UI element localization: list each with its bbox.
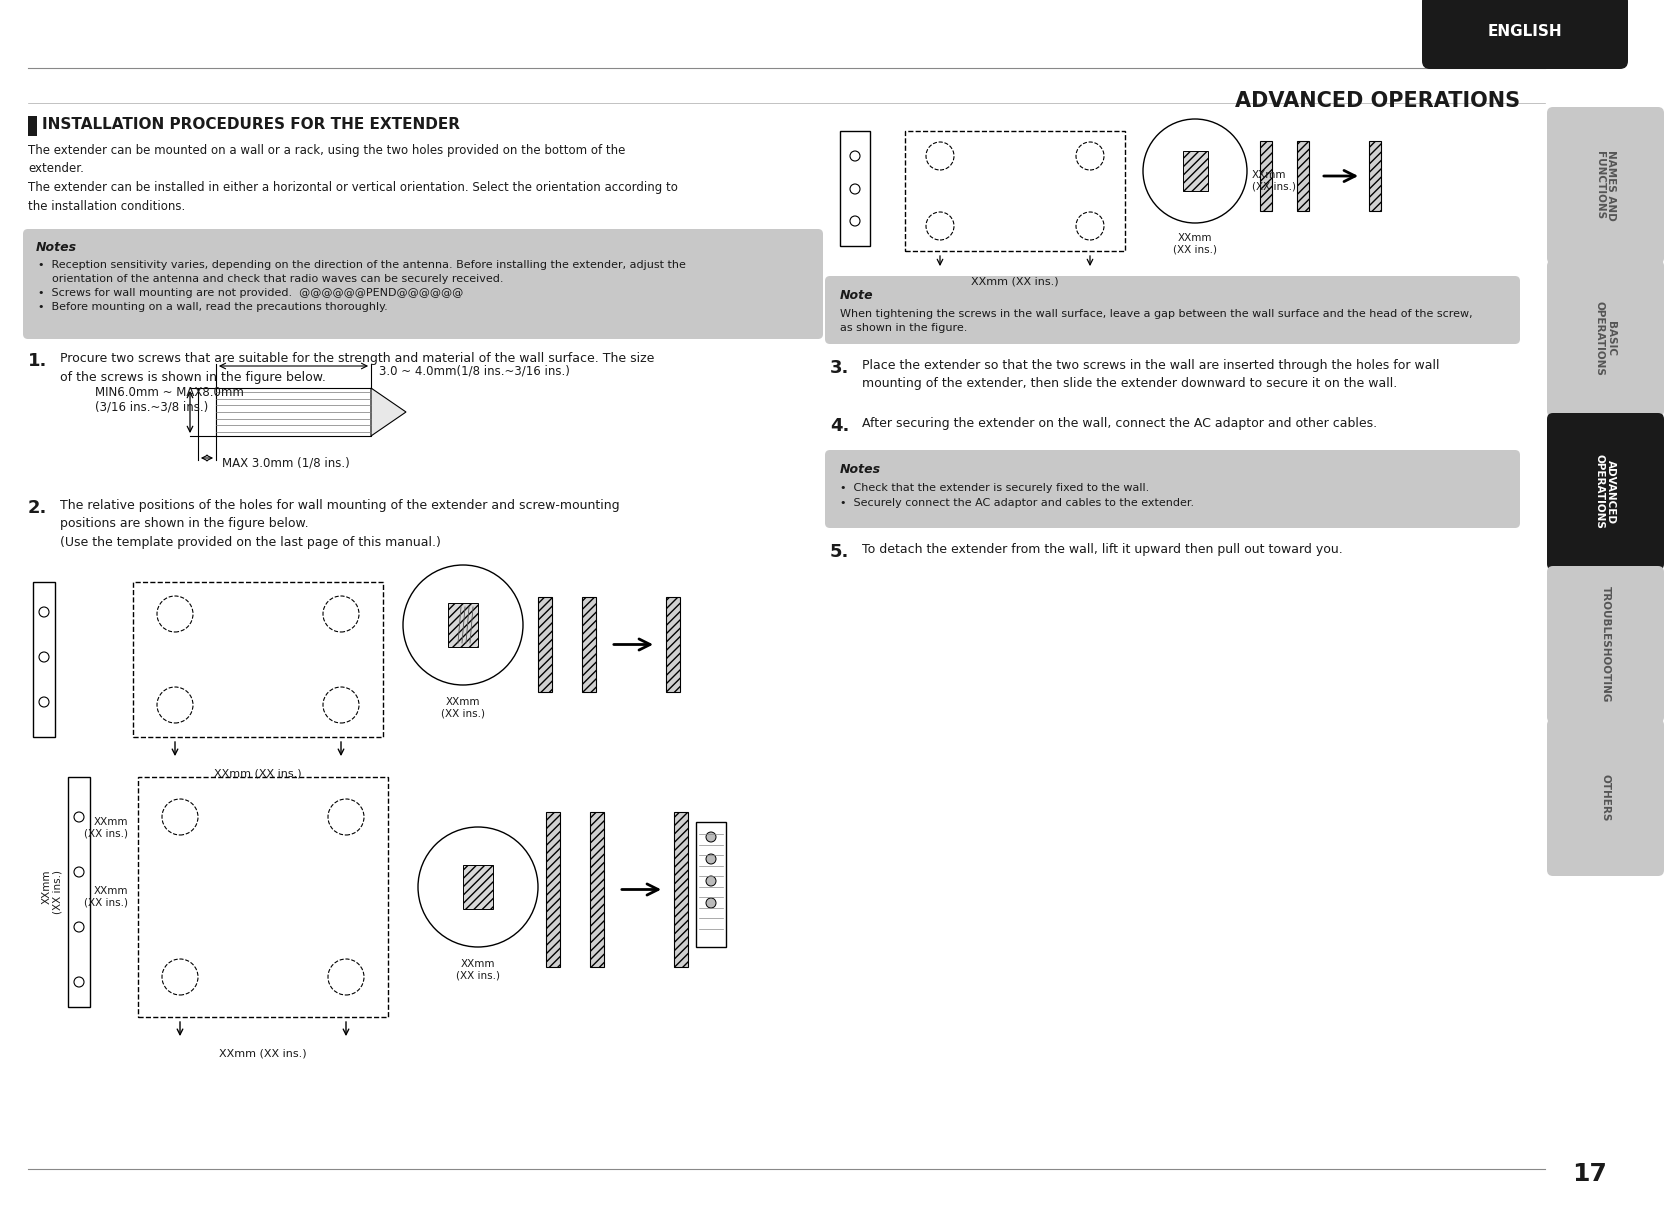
Bar: [546, 813, 559, 968]
FancyBboxPatch shape: [1546, 413, 1662, 570]
Bar: [68, 777, 90, 1008]
Text: OTHERS: OTHERS: [1599, 774, 1609, 821]
FancyBboxPatch shape: [1421, 0, 1627, 69]
Bar: [198, 388, 216, 436]
Circle shape: [706, 854, 716, 863]
Bar: [1368, 140, 1379, 211]
Text: XXmm
(XX ins.): XXmm (XX ins.): [83, 817, 128, 838]
Text: XXmm (XX ins.): XXmm (XX ins.): [220, 1049, 306, 1058]
Polygon shape: [371, 388, 406, 436]
Circle shape: [706, 899, 716, 908]
Text: XXmm
(XX ins.): XXmm (XX ins.): [1173, 233, 1216, 254]
Text: BASIC
OPERATIONS: BASIC OPERATIONS: [1594, 302, 1616, 375]
FancyBboxPatch shape: [824, 450, 1519, 528]
Text: XXmm (XX ins.): XXmm (XX ins.): [215, 769, 301, 779]
Text: TROUBLESHOOTING: TROUBLESHOOTING: [1599, 586, 1609, 702]
Bar: [582, 597, 596, 691]
Text: To detach the extender from the wall, lift it upward then pull out toward you.: To detach the extender from the wall, li…: [862, 543, 1341, 556]
Text: ADVANCED
OPERATIONS: ADVANCED OPERATIONS: [1594, 454, 1616, 529]
Bar: [589, 813, 604, 968]
Text: 3.0 ~ 4.0mm(1/8 ins.~3/16 ins.): 3.0 ~ 4.0mm(1/8 ins.~3/16 ins.): [379, 365, 569, 377]
Bar: [840, 131, 870, 246]
Bar: [33, 582, 55, 737]
Text: •  Reception sensitivity varies, depending on the direction of the antenna. Befo: • Reception sensitivity varies, dependin…: [38, 260, 686, 312]
Text: When tightening the screws in the wall surface, leave a gap between the wall sur: When tightening the screws in the wall s…: [840, 309, 1471, 333]
FancyBboxPatch shape: [23, 229, 822, 339]
Bar: [448, 603, 478, 647]
Text: 1.: 1.: [28, 352, 47, 371]
Bar: [133, 582, 383, 737]
FancyBboxPatch shape: [1546, 719, 1662, 876]
Text: Notes: Notes: [37, 241, 77, 254]
Text: Place the extender so that the two screws in the wall are inserted through the h: Place the extender so that the two screw…: [862, 358, 1439, 390]
Text: 17: 17: [1571, 1163, 1606, 1186]
Text: XXmm (XX ins.): XXmm (XX ins.): [970, 276, 1058, 286]
Text: INSTALLATION PROCEDURES FOR THE EXTENDER: INSTALLATION PROCEDURES FOR THE EXTENDER: [42, 117, 459, 132]
Text: 5.: 5.: [829, 543, 849, 561]
Text: •  Check that the extender is securely fixed to the wall.
•  Securely connect th: • Check that the extender is securely fi…: [840, 483, 1193, 507]
Circle shape: [706, 876, 716, 886]
Text: NAMES AND
FUNCTIONS: NAMES AND FUNCTIONS: [1594, 150, 1616, 220]
Bar: [463, 865, 493, 909]
Text: XXmm
(XX ins.): XXmm (XX ins.): [441, 698, 484, 718]
Text: ENGLISH: ENGLISH: [1488, 23, 1561, 39]
Text: 2.: 2.: [28, 499, 47, 517]
Text: XXmm
(XX ins.): XXmm (XX ins.): [1251, 171, 1295, 191]
Text: XXmm
(XX ins.): XXmm (XX ins.): [456, 959, 499, 981]
Circle shape: [706, 832, 716, 842]
Text: The extender can be mounted on a wall or a rack, using the two holes provided on: The extender can be mounted on a wall or…: [28, 144, 677, 212]
Text: ADVANCED OPERATIONS: ADVANCED OPERATIONS: [1235, 91, 1519, 111]
Text: After securing the extender on the wall, connect the AC adaptor and other cables: After securing the extender on the wall,…: [862, 417, 1376, 430]
Bar: [674, 813, 687, 968]
Bar: [1183, 151, 1208, 191]
Bar: [138, 777, 388, 1017]
FancyBboxPatch shape: [1546, 107, 1662, 264]
Text: Procure two screws that are suitable for the strength and material of the wall s: Procure two screws that are suitable for…: [60, 352, 654, 384]
Bar: [216, 388, 371, 436]
Text: 3.: 3.: [829, 358, 849, 377]
Bar: [1429, 0, 1619, 31]
Text: MIN6.0mm ~ MAX8.0mm
(3/16 ins.~3/8 ins.): MIN6.0mm ~ MAX8.0mm (3/16 ins.~3/8 ins.): [95, 386, 243, 414]
FancyBboxPatch shape: [824, 276, 1519, 344]
Bar: [1260, 140, 1271, 211]
Text: 4.: 4.: [829, 417, 849, 435]
Text: The relative positions of the holes for wall mounting of the extender and screw-: The relative positions of the holes for …: [60, 499, 619, 549]
Bar: [537, 597, 552, 691]
Bar: [666, 597, 679, 691]
Text: Notes: Notes: [840, 463, 880, 476]
FancyBboxPatch shape: [1546, 566, 1662, 723]
Text: Note: Note: [840, 289, 874, 302]
Bar: [905, 131, 1125, 251]
FancyBboxPatch shape: [1546, 260, 1662, 417]
Bar: [1296, 140, 1308, 211]
Text: XXmm
(XX ins.): XXmm (XX ins.): [42, 869, 63, 914]
Bar: [28, 116, 37, 136]
Bar: [696, 822, 726, 947]
Text: XXmm
(XX ins.): XXmm (XX ins.): [83, 886, 128, 908]
Text: MAX 3.0mm (1/8 ins.): MAX 3.0mm (1/8 ins.): [221, 457, 349, 469]
